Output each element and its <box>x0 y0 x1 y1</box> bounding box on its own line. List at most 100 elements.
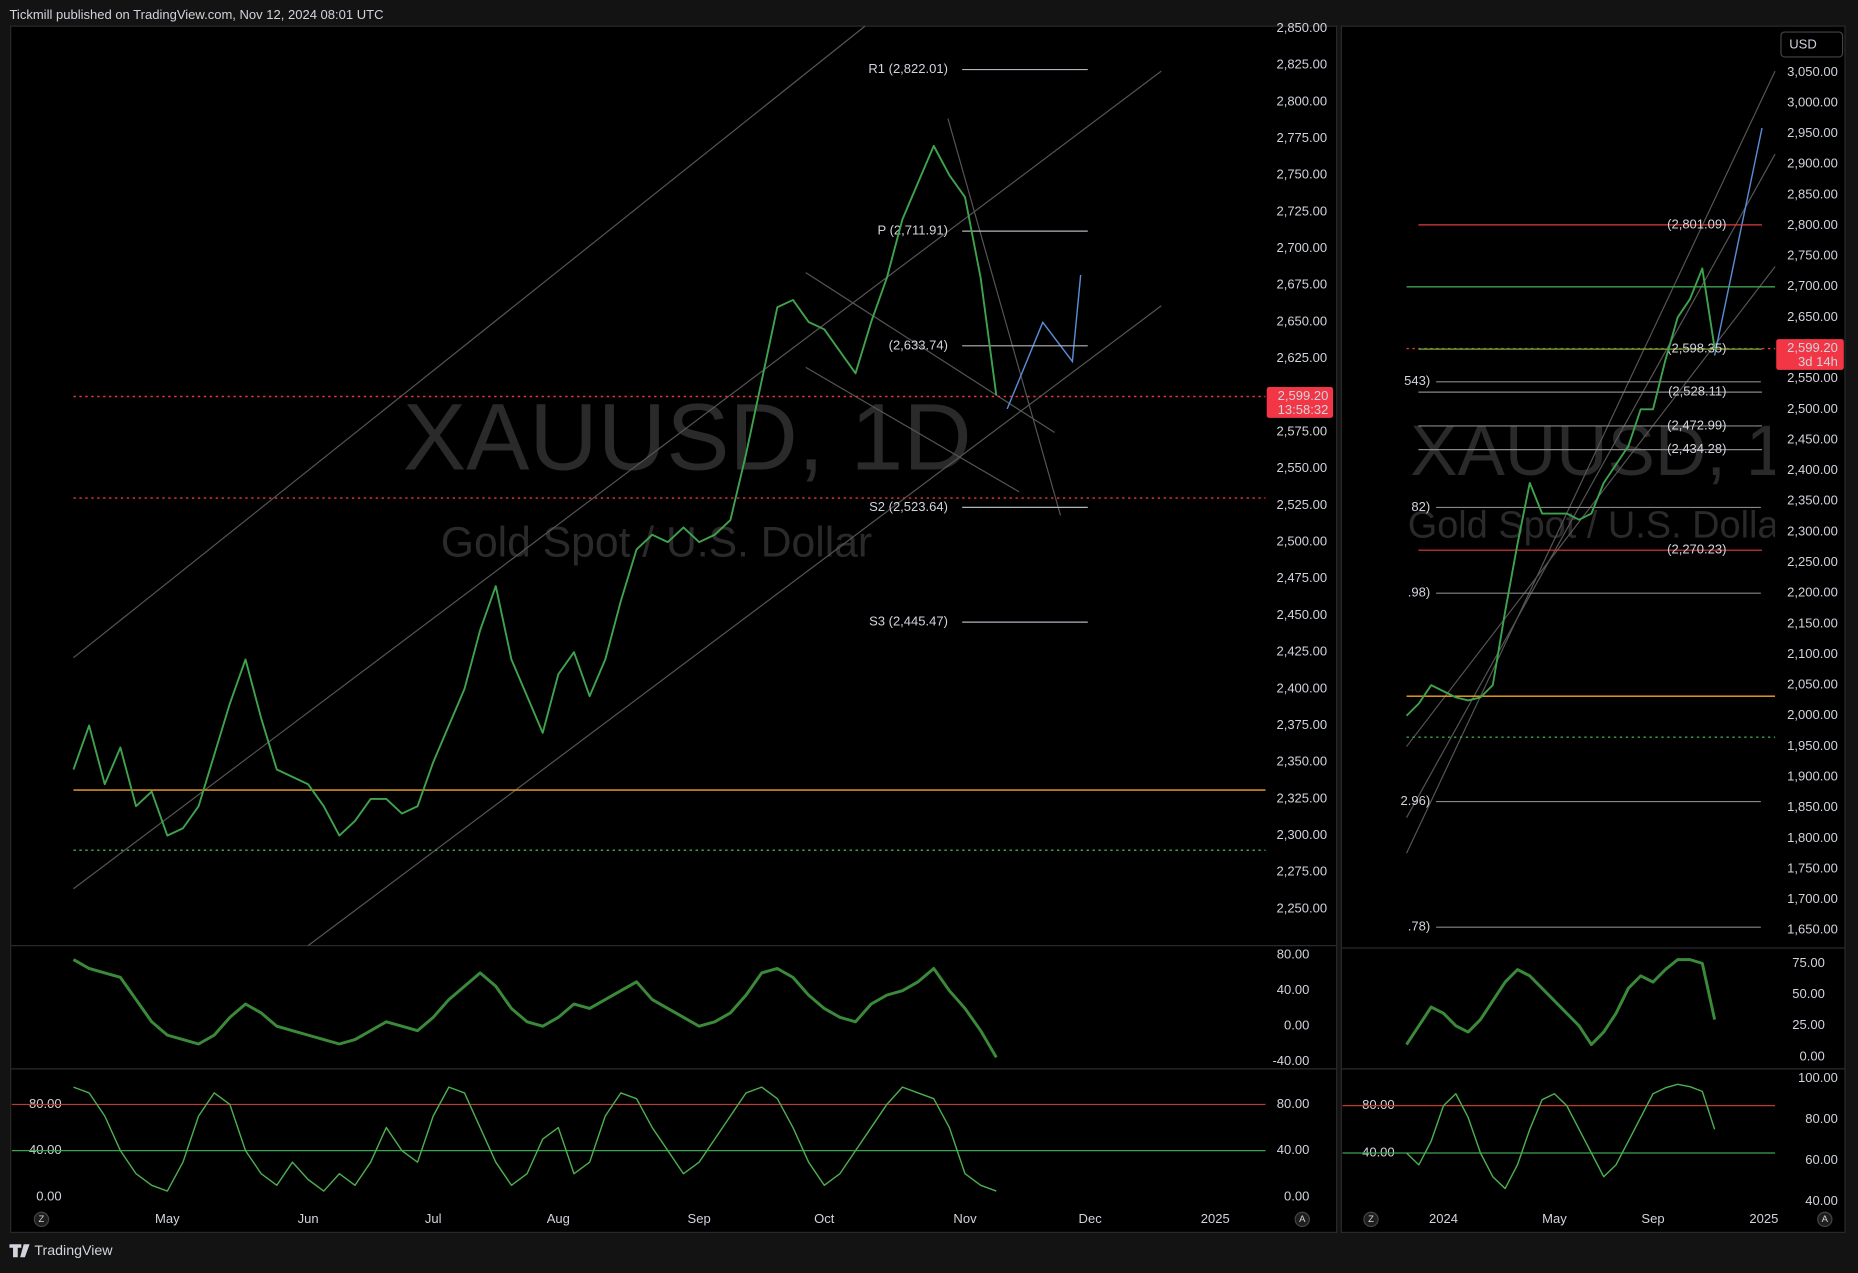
price-line <box>1405 267 1716 717</box>
y2-tick-label: 40.00 <box>1805 1193 1838 1208</box>
publisher: Tickmill published on TradingView.com, N… <box>9 7 383 22</box>
y-tick-label: -40.00 <box>1272 1053 1309 1068</box>
auto-label: A <box>1822 1214 1829 1225</box>
y-tick-label: 25.00 <box>1792 1017 1825 1032</box>
right-watermark: XAUUSD, 1W Gold Spot / U.S. Dollar <box>1408 412 1852 546</box>
countdown: 13:58:32 <box>1278 402 1329 417</box>
y-tick-label: 2,775.00 <box>1276 130 1327 145</box>
watermark-subtitle: Gold Spot / U.S. Dollar <box>441 518 872 566</box>
y-tick-label: 2,250.00 <box>1276 900 1327 915</box>
y-tick-label: 1,850.00 <box>1787 799 1838 814</box>
watermark-title: XAUUSD, 1D <box>403 384 972 490</box>
y-tick-label: 40.00 <box>29 1142 62 1157</box>
y-tick-label: 2,500.00 <box>1787 401 1838 416</box>
y-tick-label: 2,500.00 <box>1276 534 1327 549</box>
projection-arrow <box>1006 274 1082 410</box>
y-tick-label: 2,000.00 <box>1787 707 1838 722</box>
y-tick-label: 0.00 <box>1284 1188 1309 1203</box>
left-panel <box>10 25 1338 1233</box>
trend-line <box>947 118 1062 516</box>
y-tick-label: 0.00 <box>36 1188 61 1203</box>
y-tick-label: 2,425.00 <box>1276 644 1327 659</box>
x-tick-label: Jul <box>425 1211 442 1226</box>
y-tick-label: 2,700.00 <box>1276 240 1327 255</box>
y-tick-label: 2,050.00 <box>1787 677 1838 692</box>
zoom-button[interactable] <box>1363 1211 1379 1228</box>
y-tick-label: 2,400.00 <box>1276 680 1327 695</box>
logo <box>9 1244 30 1258</box>
y-tick-label: 3,000.00 <box>1787 94 1838 109</box>
y-tick-label: 2,800.00 <box>1276 93 1327 108</box>
zoom-label: Z <box>1368 1214 1374 1225</box>
y-tick-label: 3,050.00 <box>1787 64 1838 79</box>
y-tick-label: 2,650.00 <box>1787 309 1838 324</box>
zoom-button[interactable] <box>33 1211 50 1228</box>
auto-button[interactable] <box>1294 1211 1310 1228</box>
y-tick-label: 2,350.00 <box>1787 493 1838 508</box>
y-tick-label: 2,300.00 <box>1787 523 1838 538</box>
y-tick-label: 40.00 <box>1277 982 1310 997</box>
y-tick-label: 2,825.00 <box>1276 57 1327 72</box>
pivot-label: S2 (2,523.64) <box>869 499 948 514</box>
y-tick-label: 2,800.00 <box>1787 217 1838 232</box>
y-tick-label: 40.00 <box>1362 1144 1395 1159</box>
y-tick-label: 2,400.00 <box>1787 462 1838 477</box>
last-price-badge <box>1776 339 1844 370</box>
pivot-label: 2.96) <box>1401 793 1431 808</box>
x-tick-label: Dec <box>1079 1211 1103 1226</box>
left-watermark: XAUUSD, 1D Gold Spot / U.S. Dollar <box>403 384 972 566</box>
y-tick-label: 2,325.00 <box>1276 790 1327 805</box>
y-tick-label: 2,650.00 <box>1276 313 1327 328</box>
last-price: 2,599.20 <box>1787 340 1838 355</box>
y-tick-label: 80.00 <box>1277 947 1310 962</box>
y2-tick-label: 80.00 <box>1805 1111 1838 1126</box>
trend-line <box>805 272 1055 434</box>
price-line <box>72 144 998 837</box>
watermark-subtitle: Gold Spot / U.S. Dollar <box>1408 504 1791 546</box>
pivot-label: (2,472.99) <box>1667 417 1726 432</box>
y-tick-label: 2,550.00 <box>1787 370 1838 385</box>
watermark-title: XAUUSD, 1W <box>1410 412 1852 491</box>
y-tick-label: 2,675.00 <box>1276 277 1327 292</box>
pivot-label: (2,633.74) <box>889 337 948 352</box>
countdown: 3d 14h <box>1798 354 1838 369</box>
y-tick-label: 1,750.00 <box>1787 860 1838 875</box>
zoom-label: Z <box>39 1214 45 1225</box>
x-tick-label: Nov <box>953 1211 977 1226</box>
trend-line <box>805 366 1020 493</box>
currency-label: USD <box>1789 37 1816 52</box>
y-tick-label: 40.00 <box>1277 1142 1310 1157</box>
y-tick-label: 2,200.00 <box>1787 585 1838 600</box>
currency-button[interactable] <box>1780 31 1844 58</box>
trend-line <box>307 305 1162 947</box>
pivot-label: (2,598.35) <box>1667 341 1726 356</box>
pivot-label: .78) <box>1408 919 1430 934</box>
trend-line <box>73 25 866 659</box>
y-tick-label: 1,950.00 <box>1787 738 1838 753</box>
x-tick-label: 2024 <box>1429 1211 1458 1226</box>
y-tick-label: 2,475.00 <box>1276 570 1327 585</box>
y-tick-label: 2,575.00 <box>1276 423 1327 438</box>
pivot-label: (2,801.09) <box>1667 216 1726 231</box>
y-tick-label: 2,750.00 <box>1276 167 1327 182</box>
x-tick-label: May <box>1542 1211 1567 1226</box>
y-tick-label: 2,450.00 <box>1276 607 1327 622</box>
y2-tick-label: 100.00 <box>1798 1070 1838 1085</box>
projection-arrow <box>1713 127 1763 356</box>
last-price-badge <box>1266 387 1334 418</box>
y-tick-label: 2,725.00 <box>1276 203 1327 218</box>
y-tick-label: 80.00 <box>29 1096 62 1111</box>
y-tick-label: 2,900.00 <box>1787 156 1838 171</box>
channel-drawings <box>73 25 1776 947</box>
auto-button[interactable] <box>1817 1211 1833 1228</box>
y-tick-label: 80.00 <box>1277 1096 1310 1111</box>
y-tick-label: 1,800.00 <box>1787 830 1838 845</box>
y-tick-label: 1,900.00 <box>1787 768 1838 783</box>
pivot-label: 543) <box>1404 373 1430 388</box>
trend-line <box>73 70 1162 890</box>
pivot-label: (2,528.11) <box>1668 384 1726 399</box>
y-tick-label: 1,650.00 <box>1787 922 1838 937</box>
y-tick-label: 80.00 <box>1362 1097 1395 1112</box>
price-line <box>73 1086 997 1192</box>
